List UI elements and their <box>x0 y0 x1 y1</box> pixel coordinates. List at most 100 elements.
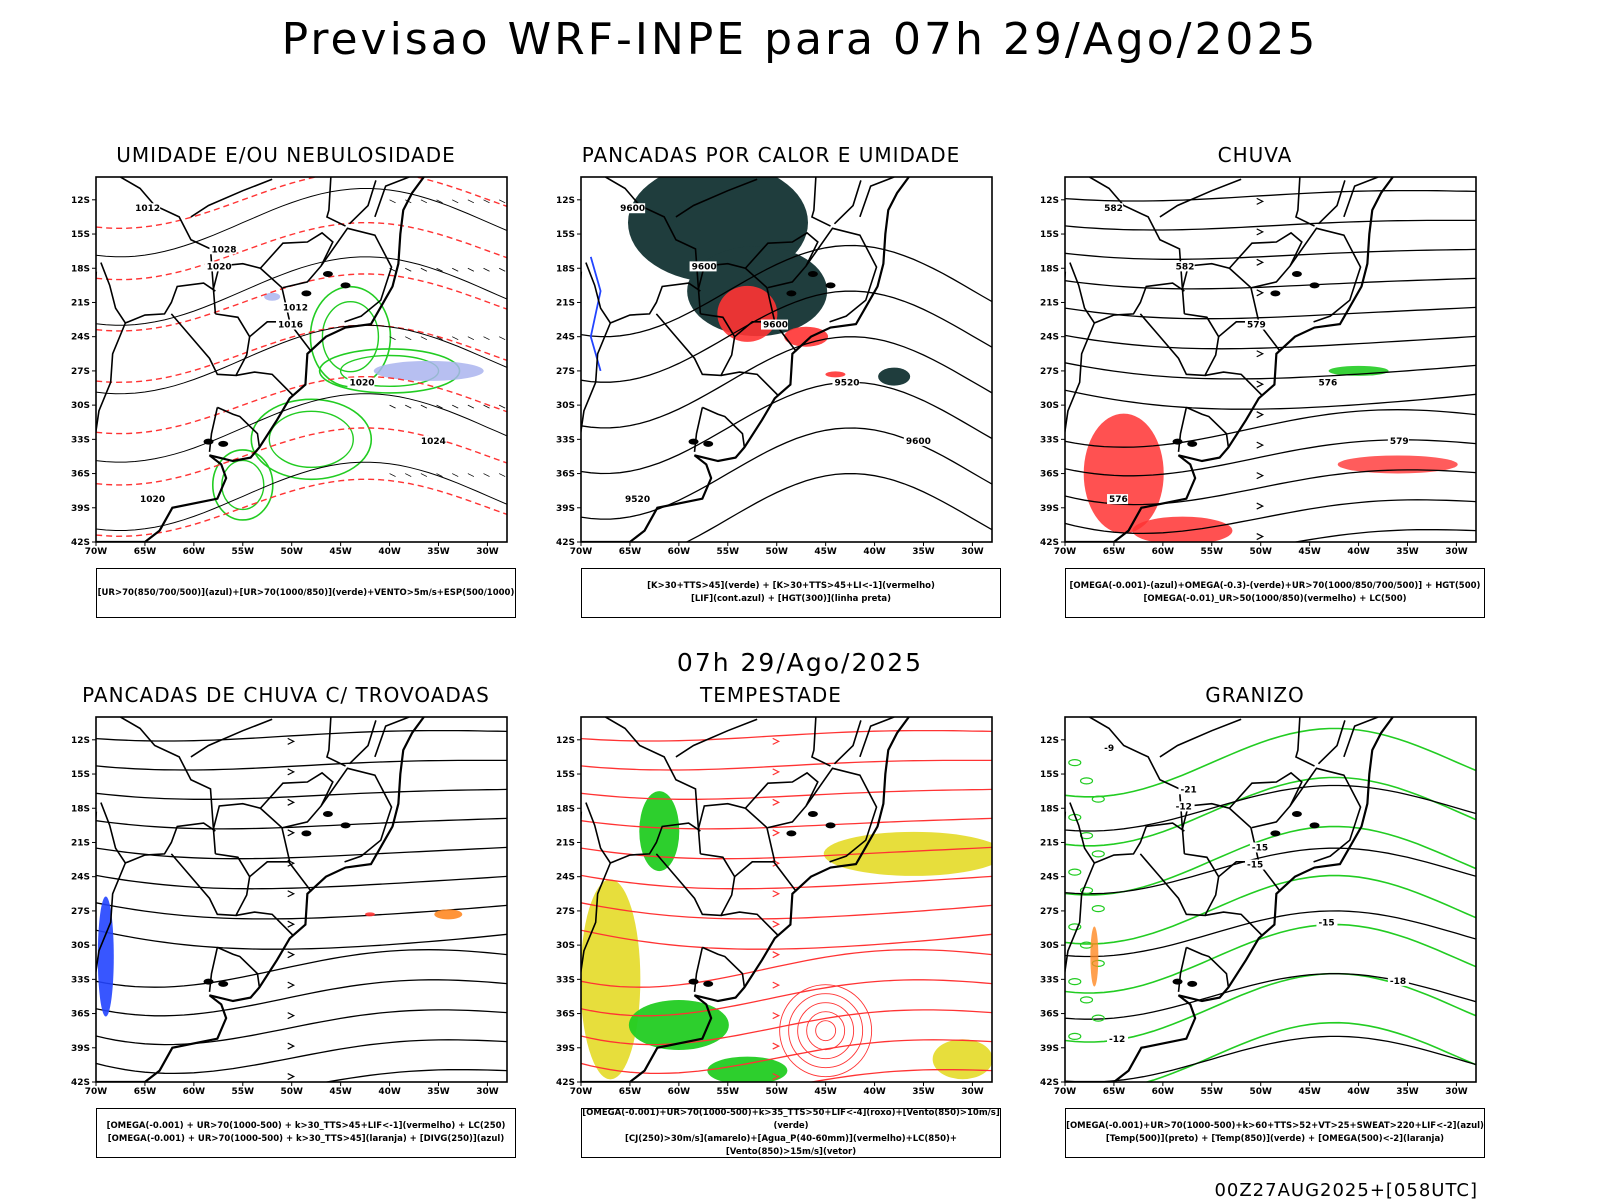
lat-tick-label: 21S <box>556 838 575 848</box>
panel-chuva: CHUVA 582 582 579 576 579 576 12S 15S 18S 21S 24S 2… <box>1025 143 1485 623</box>
lat-tick-label: 24S <box>556 873 575 883</box>
label-bg <box>1387 975 1409 986</box>
cyclone-ring <box>815 1020 837 1042</box>
flow-arrow <box>287 1012 296 1020</box>
run-timestamp: 00Z27AUG2025+[058UTC] <box>1214 1180 1478 1201</box>
map-frame <box>95 716 508 1083</box>
flow-arrow <box>287 1073 296 1081</box>
contour-label: 1012 <box>283 303 308 313</box>
isobar-line <box>96 393 507 463</box>
border-line <box>697 802 776 863</box>
border-line <box>675 718 758 758</box>
lake-mark <box>825 282 836 289</box>
wind-vector <box>467 336 475 341</box>
border-line <box>235 911 295 937</box>
lat-tick-label: 39S <box>1040 1044 1059 1054</box>
lon-tick-label: 45W <box>329 547 352 557</box>
border-line <box>120 177 217 314</box>
lat-tick-label: 18S <box>71 804 90 814</box>
flow-arrow <box>772 1073 781 1081</box>
border-line <box>348 720 377 765</box>
flow-arrow <box>287 920 296 928</box>
temp850-contour <box>1068 868 1082 876</box>
lon-tick-label: 65W <box>619 547 642 557</box>
lon-tick-label: 70W <box>1054 1087 1077 1097</box>
border-line <box>1181 802 1260 863</box>
lat-tick-label: 39S <box>71 1044 90 1054</box>
isobar-line <box>96 324 507 395</box>
panel-title: PANCADAS DE CHUVA C/ TROVOADAS <box>82 683 490 707</box>
contour-label: 9600 <box>763 321 788 331</box>
map-frame <box>580 716 993 1083</box>
moist-layer-blob <box>264 292 281 301</box>
lat-tick-label: 21S <box>1040 838 1059 848</box>
lat-tick-label: 42S <box>556 1078 575 1088</box>
coastline <box>96 717 425 1082</box>
streamline-850 <box>581 1009 992 1046</box>
border-line <box>1139 313 1220 377</box>
lat-tick-label: 12S <box>71 736 90 746</box>
border-line <box>859 717 895 758</box>
map-frame <box>1064 716 1477 1083</box>
lake-mark <box>703 980 714 987</box>
lat-tick-label: 12S <box>71 196 90 206</box>
streamline <box>96 759 507 771</box>
lat-tick-label: 12S <box>1040 196 1059 206</box>
contour-label: 1012 <box>135 204 160 214</box>
flow-arrow <box>772 737 781 745</box>
label-bg <box>832 377 860 388</box>
label-bg <box>618 203 646 214</box>
hgt300-line <box>581 381 992 475</box>
panel-tempestade: TEMPESTADE 12S 15S 18S 21S 24S 27S 30S 33S 36S 39… <box>541 683 1001 1163</box>
lat-tick-label: 21S <box>71 298 90 308</box>
temp850-line <box>1065 727 1476 798</box>
lake-mark <box>1309 282 1320 289</box>
instability-area <box>878 367 911 386</box>
streamline <box>1065 409 1476 448</box>
flow-arrow <box>1256 502 1265 510</box>
lat-tick-label: 12S <box>556 196 575 206</box>
wind-vector <box>389 336 396 341</box>
border-line <box>744 771 819 829</box>
lon-tick-label: 65W <box>134 547 157 557</box>
lon-tick-label: 35W <box>427 547 450 557</box>
flow-arrow <box>1256 228 1265 236</box>
border-line <box>1289 227 1362 323</box>
temp500-line <box>1065 847 1476 895</box>
label-bg <box>1102 203 1124 214</box>
label-bg <box>1387 435 1409 446</box>
legend-box: [OMEGA(-0.001)-(azul)+OMEGA(-0.3)-(verde… <box>1065 568 1485 618</box>
wind-vector <box>452 473 459 477</box>
lat-tick-label: 33S <box>1040 975 1059 985</box>
flow-arrow <box>772 920 781 928</box>
map-chuva: 582 582 579 576 579 576 12S 15S 18S 21S 24S 27S 30S 3… <box>1040 176 1477 557</box>
lake-mark <box>1291 270 1302 277</box>
contour-label: 576 <box>1318 379 1337 389</box>
flow-arrow <box>772 951 781 959</box>
hail-none <box>1067 784 1103 924</box>
lat-tick-label: 30S <box>71 401 90 411</box>
flow-arrow <box>287 890 296 898</box>
border-line <box>1186 406 1230 448</box>
lat-tick-label: 18S <box>1040 804 1059 814</box>
border-line <box>702 946 746 988</box>
border-line <box>1069 262 1185 324</box>
jet-area <box>823 831 992 876</box>
streamline <box>1065 219 1476 231</box>
lon-tick-label: 65W <box>1103 1087 1126 1097</box>
heat-shower-area <box>784 326 829 347</box>
contour-label: -15 <box>1247 861 1263 871</box>
lat-tick-label: 30S <box>1040 941 1059 951</box>
border-line <box>212 262 291 323</box>
border-line <box>190 718 273 758</box>
temp850-contour <box>1091 905 1105 913</box>
streamline-850 <box>581 949 992 988</box>
lon-tick-label: 30W <box>1445 1087 1468 1097</box>
legend-box: [OMEGA(-0.001)+UR>70(1000-500)+k>60+TTS>… <box>1065 1108 1485 1158</box>
contour-label: -15 <box>1252 843 1268 853</box>
lat-tick-label: 30S <box>71 941 90 951</box>
panel-granizo: GRANIZO -9 -12 -15 -15 -18 -12 -21 -15 12S 15S 18S… <box>1025 683 1485 1163</box>
lake-mark <box>1172 438 1183 445</box>
panel-umidade: UMIDADE E/OU NEBULOSIDADE 1012 1020 1016 10… <box>56 143 516 623</box>
